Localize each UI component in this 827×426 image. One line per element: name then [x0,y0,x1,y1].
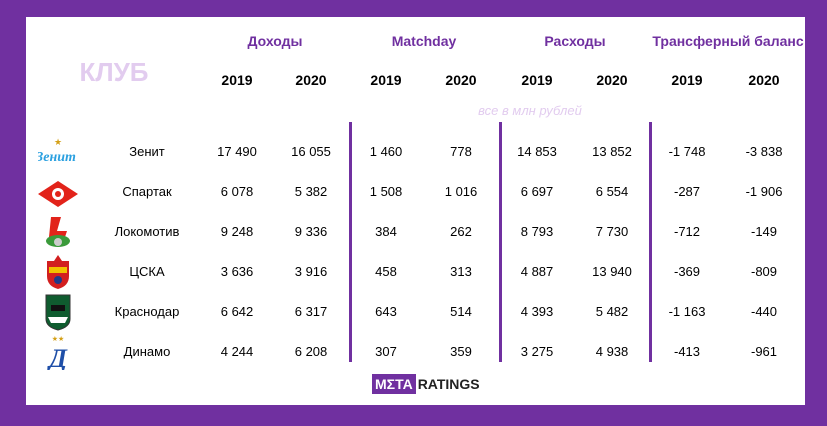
value-cell: 6 078 [220,184,254,199]
year-header: 2020 [748,72,780,88]
value-cell: -1 906 [745,184,783,199]
cska-logo-icon [36,255,80,289]
value-cell: 3 916 [294,264,328,279]
value-cell: 8 793 [520,224,554,239]
value-cell: 1 016 [444,184,478,199]
value-cell: -3 838 [745,144,783,159]
value-cell: 16 055 [291,144,331,159]
value-cell: 4 938 [595,344,629,359]
value-cell: -149 [750,224,778,239]
year-header: 2019 [671,72,703,88]
units-note: все в млн рублей [478,103,582,118]
dinamo-logo-icon: ★★ Д [36,335,80,370]
value-cell: -712 [673,224,701,239]
value-cell: 6 697 [520,184,554,199]
svg-text:Зенит: Зенит [38,150,76,165]
spartak-logo-icon [36,175,80,209]
value-cell: 359 [450,344,472,359]
club-name: Спартак [122,184,172,199]
year-header: 2019 [221,72,253,88]
value-cell: 307 [375,344,397,359]
value-cell: -961 [750,344,778,359]
group-income: Доходы [247,33,303,49]
value-cell: 6 317 [294,304,328,319]
divider [649,122,652,362]
value-cell: -287 [673,184,701,199]
lokomotiv-logo-icon [36,215,80,249]
value-cell: 313 [450,264,472,279]
value-cell: 7 730 [595,224,629,239]
value-cell: 9 336 [294,224,328,239]
value-cell: -440 [750,304,778,319]
svg-text:★★: ★★ [52,335,65,343]
table-panel: КЛУБ Доходы Matchday Расходы Трансферный… [26,17,805,405]
value-cell: 5 482 [595,304,629,319]
value-cell: -809 [750,264,778,279]
year-header: 2019 [521,72,553,88]
year-header: 2019 [370,72,402,88]
year-header: 2020 [295,72,327,88]
value-cell: 514 [450,304,472,319]
value-cell: 384 [375,224,397,239]
brand-meta: MΣTA [372,374,416,394]
value-cell: 6 642 [220,304,254,319]
club-name: ЦСКА [129,264,165,279]
value-cell: 6 554 [595,184,629,199]
value-cell: -1 163 [668,304,706,319]
value-cell: 6 208 [294,344,328,359]
group-transfer-balance: Трансферный баланс [652,33,804,49]
brand-ratings: RATINGS [417,376,480,392]
value-cell: 643 [375,304,397,319]
value-cell: 4 393 [520,304,554,319]
group-matchday: Matchday [391,33,457,49]
value-cell: 458 [375,264,397,279]
value-cell: 3 275 [520,344,554,359]
value-cell: 3 636 [220,264,254,279]
club-name: Краснодар [114,304,180,319]
value-cell: 1 460 [369,144,403,159]
value-cell: 13 940 [592,264,632,279]
value-cell: -369 [673,264,701,279]
value-cell: 13 852 [592,144,632,159]
svg-text:★: ★ [54,137,62,147]
krasnodar-logo-icon [36,294,80,331]
club-header: КЛУБ [79,57,149,87]
club-name: Динамо [123,344,171,359]
value-cell: 5 382 [294,184,328,199]
value-cell: 1 508 [369,184,403,199]
value-cell: 778 [450,144,472,159]
value-cell: 262 [450,224,472,239]
value-cell: 14 853 [517,144,557,159]
value-cell: -1 748 [668,144,706,159]
club-name: Локомотив [114,224,180,239]
value-cell: 17 490 [217,144,257,159]
club-name: Зенит [129,144,165,159]
year-header: 2020 [445,72,477,88]
group-expenses: Расходы [544,33,606,49]
value-cell: -413 [673,344,701,359]
year-header: 2020 [596,72,628,88]
value-cell: 4 244 [220,344,254,359]
svg-text:Д: Д [47,344,68,370]
value-cell: 4 887 [520,264,554,279]
zenit-logo-icon: ★ Зенит [36,135,80,169]
divider [349,122,352,362]
value-cell: 9 248 [220,224,254,239]
divider [499,122,502,362]
metaratings-logo: MΣTA RATINGS [372,374,480,394]
